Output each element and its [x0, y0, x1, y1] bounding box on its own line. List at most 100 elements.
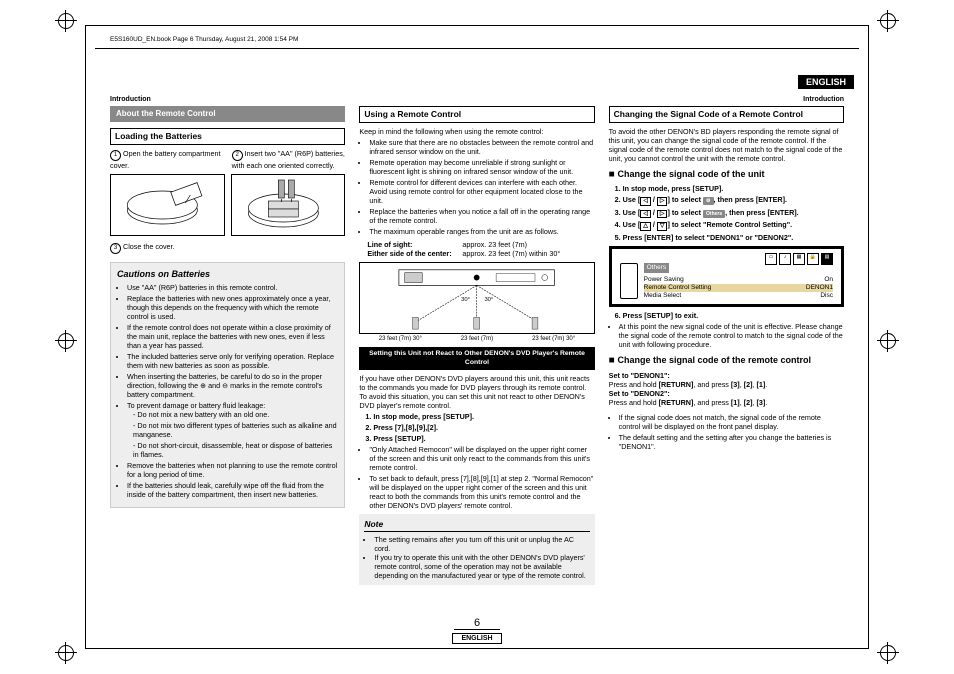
list-item: If the signal code does not match, the s…: [619, 413, 844, 431]
list-item: To prevent damage or battery fluid leaka…: [127, 401, 338, 459]
diagram-label: 23 feet (7m) 30°: [532, 336, 575, 344]
osd-row-value: DENON1: [806, 284, 833, 292]
crop-mark: [877, 642, 899, 664]
note-box: Note The setting remains after you turn …: [359, 514, 594, 585]
list-item: Remote operation may become unreliable i…: [369, 158, 594, 176]
diagram-label: 23 feet (7m): [461, 336, 493, 344]
osd-row-value: Disc: [820, 292, 833, 300]
menu-chip-icon: ⚙: [703, 197, 713, 205]
steps-unit: In stop mode, press [SETUP]. Use [◁ / ▷]…: [609, 184, 844, 242]
set-label: Set to "DENON2":: [609, 389, 670, 398]
list-item: Replace the batteries when you notice a …: [369, 207, 594, 225]
step-item: Press [SETUP] to exit.: [623, 311, 844, 320]
crop-mark: [55, 642, 77, 664]
column-1: About the Remote Control Loading the Bat…: [110, 106, 345, 614]
step-item: Press [SETUP].: [373, 434, 594, 443]
down-arrow-icon: ▽: [657, 222, 668, 231]
list-item: If you try to operate this unit with the…: [374, 553, 589, 580]
subheading-unit: Change the signal code of the unit: [609, 169, 844, 182]
battery-figures: [110, 174, 345, 236]
list-item: When inserting the batteries, be careful…: [127, 372, 338, 399]
step-text: Insert two "AA" (R6P) batteries, with ea…: [232, 149, 345, 170]
section-label-right: Introduction: [803, 96, 844, 103]
steps-list: In stop mode, press [SETUP]. Press [7],[…: [359, 412, 594, 443]
step-item: Press [ENTER] to select "DENON1" or "DEN…: [623, 233, 844, 242]
section-bar-about: About the Remote Control: [110, 106, 345, 122]
osd-row-label: Power Saving: [644, 276, 684, 284]
list-item: If the remote control does not operate w…: [127, 323, 338, 350]
osd-screenshot: ▭♪▦🔒▤ Others Power SavingOn Remote Contr…: [609, 246, 844, 308]
using-list: Make sure that there are no obstacles be…: [359, 138, 594, 236]
section-title-using: Using a Remote Control: [359, 106, 594, 123]
step-item: Use [◁ / ▷] to select Others, then press…: [623, 208, 844, 219]
list-item: The default setting and the setting afte…: [619, 433, 844, 451]
range-value: approx. 23 feet (7m): [462, 240, 527, 249]
note-title: Note: [364, 519, 589, 532]
right-arrow-icon: ▷: [657, 197, 668, 206]
subsection-strip: Setting this Unit not React to Other DEN…: [359, 347, 594, 370]
left-arrow-icon: ◁: [640, 210, 651, 219]
remote-icon: [620, 263, 638, 299]
list-item: Do not mix two different types of batter…: [133, 421, 338, 439]
subheading-remote: Change the signal code of the remote con…: [609, 355, 844, 368]
range-value: approx. 23 feet (7m) within 30°: [462, 249, 560, 258]
step-text: Close the cover.: [123, 242, 175, 251]
list-item: Remove the batteries when not planning t…: [127, 461, 338, 479]
step-num-2: 2: [232, 150, 243, 161]
list-item: The maximum operable ranges from the uni…: [369, 227, 594, 236]
list-item: To set back to default, press [7],[8],[9…: [369, 474, 594, 510]
svg-text:30°: 30°: [461, 297, 470, 303]
step-item: In stop mode, press [SETUP].: [373, 412, 594, 421]
range-diagram: 30° 30°: [359, 262, 594, 334]
list-item: Remote control for different devices can…: [369, 178, 594, 205]
crop-mark: [55, 10, 77, 32]
section-title-loading: Loading the Batteries: [110, 128, 345, 145]
list-item: The setting remains after you turn off t…: [374, 535, 589, 553]
caution-list: Use "AA" (R6P) batteries in this remote …: [117, 283, 338, 499]
step-item: Use [◁ / ▷] to select ⚙, then press [ENT…: [623, 195, 844, 206]
caution-title: Cautions on Batteries: [117, 269, 338, 280]
section-label-left: Introduction: [110, 96, 151, 103]
step-num-3: 3: [110, 243, 121, 254]
language-badge: ENGLISH: [798, 75, 854, 89]
menu-chip-icon: Others: [703, 210, 725, 218]
diagram-label: 23 feet (7m) 30°: [379, 336, 422, 344]
list-item: Do not mix a new battery with an old one…: [133, 410, 338, 419]
set-label: Set to "DENON1":: [609, 371, 670, 380]
list-item: "Only Attached Remocon" will be displaye…: [369, 445, 594, 472]
paragraph: To avoid the other DENON's BD players re…: [609, 127, 844, 163]
column-2: Using a Remote Control Keep in mind the …: [359, 106, 594, 614]
crop-mark: [55, 330, 77, 352]
step-num-1: 1: [110, 150, 121, 161]
list-item: The included batteries serve only for ve…: [127, 352, 338, 370]
list-item: At this point the new signal code of the…: [619, 322, 844, 349]
notes-list: "Only Attached Remocon" will be displaye…: [359, 445, 594, 510]
paragraph: Keep in mind the following when using th…: [359, 127, 594, 136]
list-item: Make sure that there are no obstacles be…: [369, 138, 594, 156]
figure-open-cover: [110, 174, 225, 236]
set-text: Press and hold [RETURN], and press [3], …: [609, 380, 768, 389]
osd-category: Others: [644, 263, 670, 273]
section-title-signal: Changing the Signal Code of a Remote Con…: [609, 106, 844, 123]
list-item: Do not short-circuit, disassemble, heat …: [133, 441, 338, 459]
step-text: Open the battery compartment cover.: [110, 149, 220, 170]
range-label: Either side of the center:: [367, 249, 451, 258]
osd-tab-icons: ▭♪▦🔒▤: [765, 253, 833, 265]
up-arrow-icon: △: [640, 222, 651, 231]
left-arrow-icon: ◁: [640, 197, 651, 206]
footer-language: ENGLISH: [0, 627, 954, 645]
right-arrow-icon: ▷: [657, 210, 668, 219]
osd-row-label: Remote Control Setting: [644, 284, 712, 292]
step-item: Press [7],[8],[9],[2].: [373, 423, 594, 432]
step-item: Use [△ / ▽] to select "Remote Control Se…: [623, 220, 844, 231]
header-meta: E5S160UD_EN.book Page 6 Thursday, August…: [110, 36, 298, 43]
range-label: Line of sight:: [367, 240, 412, 249]
crop-mark: [877, 330, 899, 352]
caution-box: Cautions on Batteries Use "AA" (R6P) bat…: [110, 262, 345, 508]
set-text: Press and hold [RETURN], and press [1], …: [609, 398, 768, 407]
step-item: In stop mode, press [SETUP].: [623, 184, 844, 193]
svg-text:30°: 30°: [485, 297, 494, 303]
list-item: Use "AA" (R6P) batteries in this remote …: [127, 283, 338, 292]
osd-row-label: Media Select: [644, 292, 682, 300]
content-area: About the Remote Control Loading the Bat…: [110, 106, 844, 614]
